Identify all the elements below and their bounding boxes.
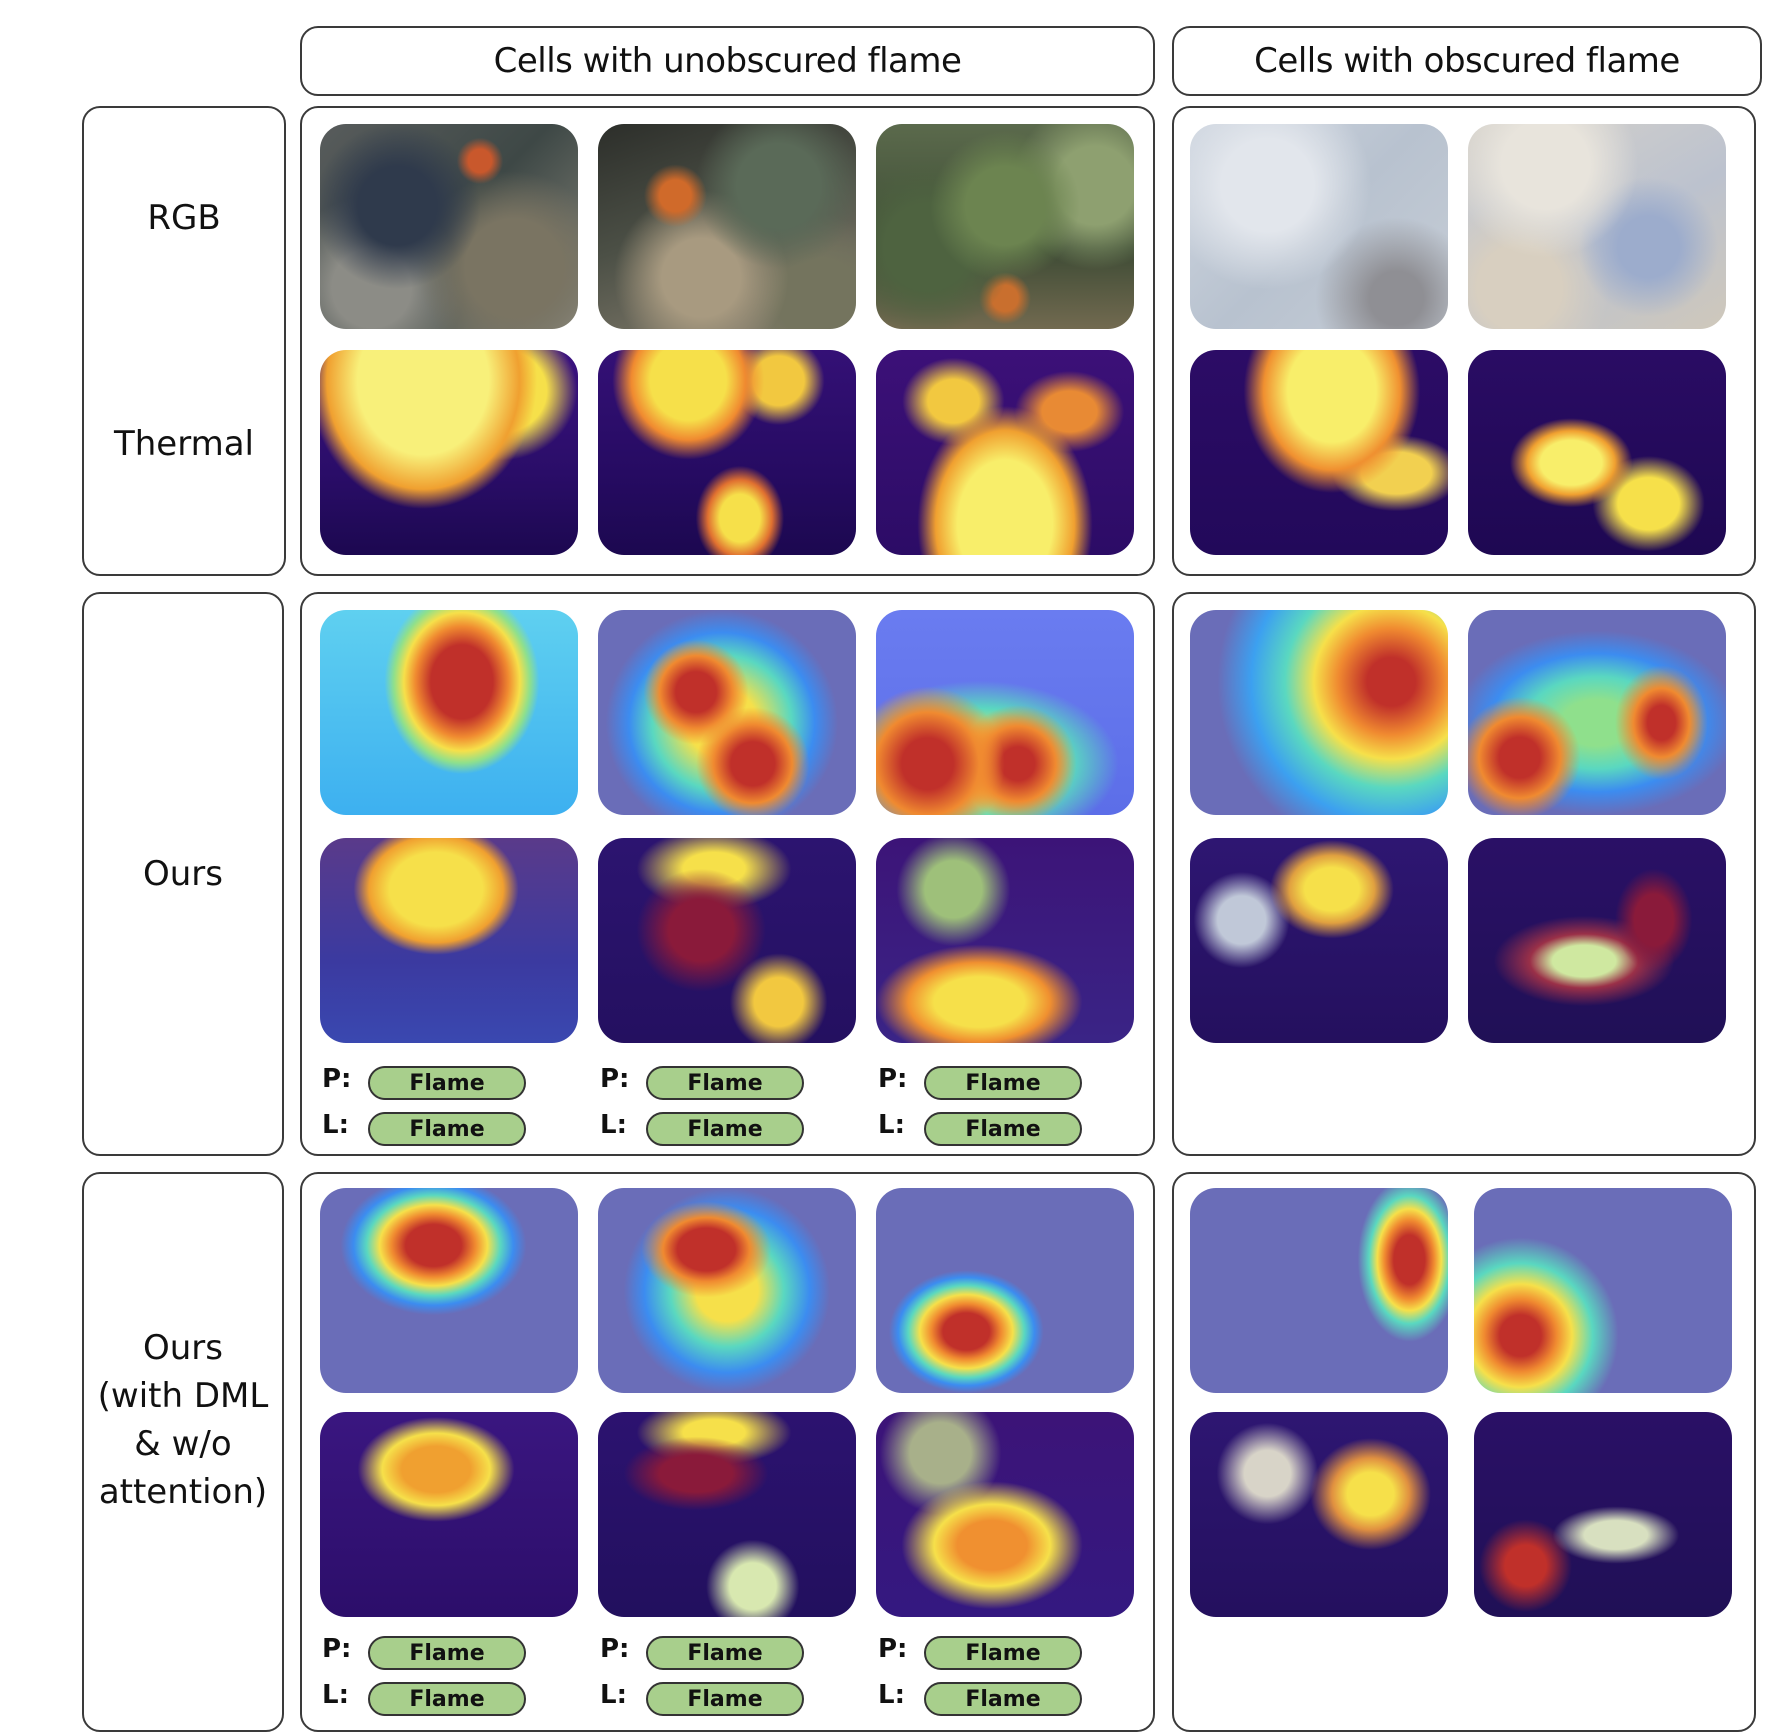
header-obscured-text: Cells with obscured flame	[1254, 41, 1680, 81]
dml-heatmap-4	[1190, 1188, 1448, 1393]
ours-heatmap-2	[598, 610, 856, 815]
row-label-box-ours: Ours	[82, 592, 284, 1156]
ours-label-prefix-2: L:	[600, 1110, 627, 1140]
dml-heatmap-1	[320, 1188, 578, 1393]
thermal-image-2	[598, 350, 856, 555]
ours-label-prefix-1: L:	[322, 1110, 349, 1140]
thermal-image-4	[1190, 350, 1448, 555]
dml-pred-prefix-2: P:	[600, 1634, 630, 1664]
rgb-image-5	[1468, 124, 1726, 329]
row-label-rgb: RGB	[147, 198, 221, 238]
ours-pred-prefix-1: P:	[322, 1064, 352, 1094]
rgb-image-1	[320, 124, 578, 329]
header-obscured: Cells with obscured flame	[1172, 26, 1762, 96]
row-label-box-input: RGB Thermal	[82, 106, 286, 576]
header-unobscured: Cells with unobscured flame	[300, 26, 1155, 96]
dml-label-pill-2: Flame	[646, 1682, 804, 1716]
ours-pred-pill-2: Flame	[646, 1066, 804, 1100]
row-label-ours-dml-line1: Ours	[142, 1328, 223, 1368]
ours-pred-prefix-2: P:	[600, 1064, 630, 1094]
dml-heatmap-3	[876, 1188, 1134, 1393]
row-label-ours-dml-line4: attention)	[98, 1472, 268, 1512]
thermal-image-5	[1468, 350, 1726, 555]
ours-heatmap-1	[320, 610, 578, 815]
ours-heatmap-5	[1468, 610, 1726, 815]
dml-label-prefix-1: L:	[322, 1680, 349, 1710]
dml-label-pill-1: Flame	[368, 1682, 526, 1716]
rgb-image-4	[1190, 124, 1448, 329]
row-label-box-ours-dml: Ours (with DML & w/o attention)	[82, 1172, 284, 1732]
header-unobscured-text: Cells with unobscured flame	[493, 41, 962, 81]
thermal-image-3	[876, 350, 1134, 555]
ours-label-pill-3: Flame	[924, 1112, 1082, 1146]
ours-overlay-4	[1190, 838, 1448, 1043]
dml-overlay-3	[876, 1412, 1134, 1617]
ours-overlay-3	[876, 838, 1134, 1043]
ours-heatmap-4	[1190, 610, 1448, 815]
dml-pred-pill-2: Flame	[646, 1636, 804, 1670]
ours-heatmap-3	[876, 610, 1134, 815]
row-label-thermal: Thermal	[113, 424, 255, 464]
dml-pred-pill-3: Flame	[924, 1636, 1082, 1670]
rgb-image-3	[876, 124, 1134, 329]
thermal-image-1	[320, 350, 578, 555]
rgb-image-2	[598, 124, 856, 329]
ours-label-pill-1: Flame	[368, 1112, 526, 1146]
ours-pred-prefix-3: P:	[878, 1064, 908, 1094]
row-label-ours: Ours	[142, 854, 223, 894]
ours-overlay-2	[598, 838, 856, 1043]
dml-pred-prefix-1: P:	[322, 1634, 352, 1664]
dml-heatmap-5	[1474, 1188, 1732, 1393]
dml-label-prefix-3: L:	[878, 1680, 905, 1710]
ours-overlay-1	[320, 838, 578, 1043]
dml-pred-pill-1: Flame	[368, 1636, 526, 1670]
ours-overlay-5	[1468, 838, 1726, 1043]
ours-pred-pill-3: Flame	[924, 1066, 1082, 1100]
dml-heatmap-2	[598, 1188, 856, 1393]
dml-overlay-5	[1474, 1412, 1732, 1617]
ours-label-pill-2: Flame	[646, 1112, 804, 1146]
row-label-ours-dml-line3: & w/o	[134, 1424, 232, 1464]
dml-overlay-1	[320, 1412, 578, 1617]
dml-pred-prefix-3: P:	[878, 1634, 908, 1664]
row-label-ours-dml: Ours (with DML & w/o attention)	[84, 1324, 282, 1516]
dml-overlay-4	[1190, 1412, 1448, 1617]
dml-overlay-2	[598, 1412, 856, 1617]
ours-label-prefix-3: L:	[878, 1110, 905, 1140]
row-label-ours-dml-line2: (with DML	[97, 1376, 269, 1416]
dml-label-prefix-2: L:	[600, 1680, 627, 1710]
ours-pred-pill-1: Flame	[368, 1066, 526, 1100]
dml-label-pill-3: Flame	[924, 1682, 1082, 1716]
